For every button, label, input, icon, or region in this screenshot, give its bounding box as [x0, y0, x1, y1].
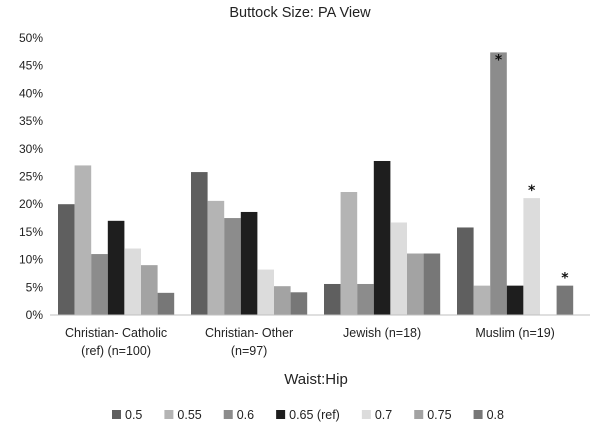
bar — [290, 292, 308, 315]
legend-swatch — [112, 410, 121, 419]
significance-marker: * — [561, 271, 569, 287]
bar — [74, 165, 92, 315]
x-tick-label: (n=97) — [231, 344, 267, 358]
y-tick-label: 0% — [26, 308, 44, 322]
bar — [124, 248, 141, 315]
legend-swatch — [361, 410, 371, 419]
bar — [58, 204, 75, 315]
bar — [490, 52, 507, 316]
bar — [224, 218, 241, 315]
legend-swatch — [164, 410, 174, 419]
legend-swatch — [276, 410, 286, 419]
legend-swatch — [223, 410, 233, 419]
legend-swatch — [473, 410, 483, 419]
bar — [257, 269, 274, 315]
x-axis: Christian- Catholic (ref) (n=100) Christia… — [65, 326, 555, 358]
legend-label: 0.55 — [177, 408, 201, 422]
x-tick-label: Christian- Catholic — [65, 326, 167, 340]
bars — [58, 52, 574, 316]
annotations: * * * — [495, 52, 569, 286]
legend-label: 0.5 — [125, 408, 142, 422]
bar — [523, 198, 540, 315]
legend: 0.5 0.55 0.6 0.65 (ref) 0.7 0.75 0.8 — [112, 408, 504, 422]
bar — [207, 200, 225, 315]
bar — [91, 254, 108, 315]
bar — [107, 220, 125, 315]
significance-marker: * — [495, 52, 503, 68]
significance-marker: * — [528, 183, 536, 199]
bar — [473, 285, 491, 315]
y-tick-label: 40% — [19, 86, 43, 100]
bar — [506, 285, 524, 315]
bar — [324, 283, 341, 315]
x-tick-label: Christian- Other — [205, 326, 293, 340]
legend-swatch — [414, 410, 424, 419]
y-tick-label: 5% — [26, 280, 44, 294]
bar — [556, 285, 574, 315]
legend-label: 0.6 — [237, 408, 254, 422]
y-tick-label: 10% — [19, 253, 43, 267]
y-tick-label: 20% — [19, 197, 43, 211]
bar — [407, 253, 424, 315]
bar — [340, 192, 358, 315]
x-tick-label: Muslim (n=19) — [475, 326, 555, 340]
bar — [274, 286, 291, 315]
y-tick-label: 45% — [19, 59, 43, 73]
legend-label: 0.65 (ref) — [289, 408, 340, 422]
y-tick-label: 15% — [19, 225, 43, 239]
y-tick-label: 50% — [19, 31, 43, 45]
legend-label: 0.75 — [427, 408, 451, 422]
x-tick-label: (ref) (n=100) — [81, 344, 151, 358]
bar — [157, 292, 175, 315]
legend-label: 0.8 — [487, 408, 504, 422]
bar — [240, 211, 258, 315]
x-axis-title: Waist:Hip — [284, 371, 348, 388]
bar — [191, 172, 208, 315]
bar — [390, 222, 407, 315]
bar — [423, 253, 441, 315]
bar — [373, 160, 391, 315]
bar — [357, 283, 374, 315]
x-tick-label: Jewish (n=18) — [343, 326, 421, 340]
chart-title: Buttock Size: PA View — [229, 5, 371, 21]
legend-label: 0.7 — [375, 408, 392, 422]
y-axis: 0% 5% 10% 15% 20% 25% 30% 35% 40% 45% 50% — [19, 31, 43, 322]
y-tick-label: 35% — [19, 114, 43, 128]
bar — [141, 265, 158, 315]
y-tick-label: 30% — [19, 142, 43, 156]
bar — [457, 227, 474, 315]
y-tick-label: 25% — [19, 170, 43, 184]
